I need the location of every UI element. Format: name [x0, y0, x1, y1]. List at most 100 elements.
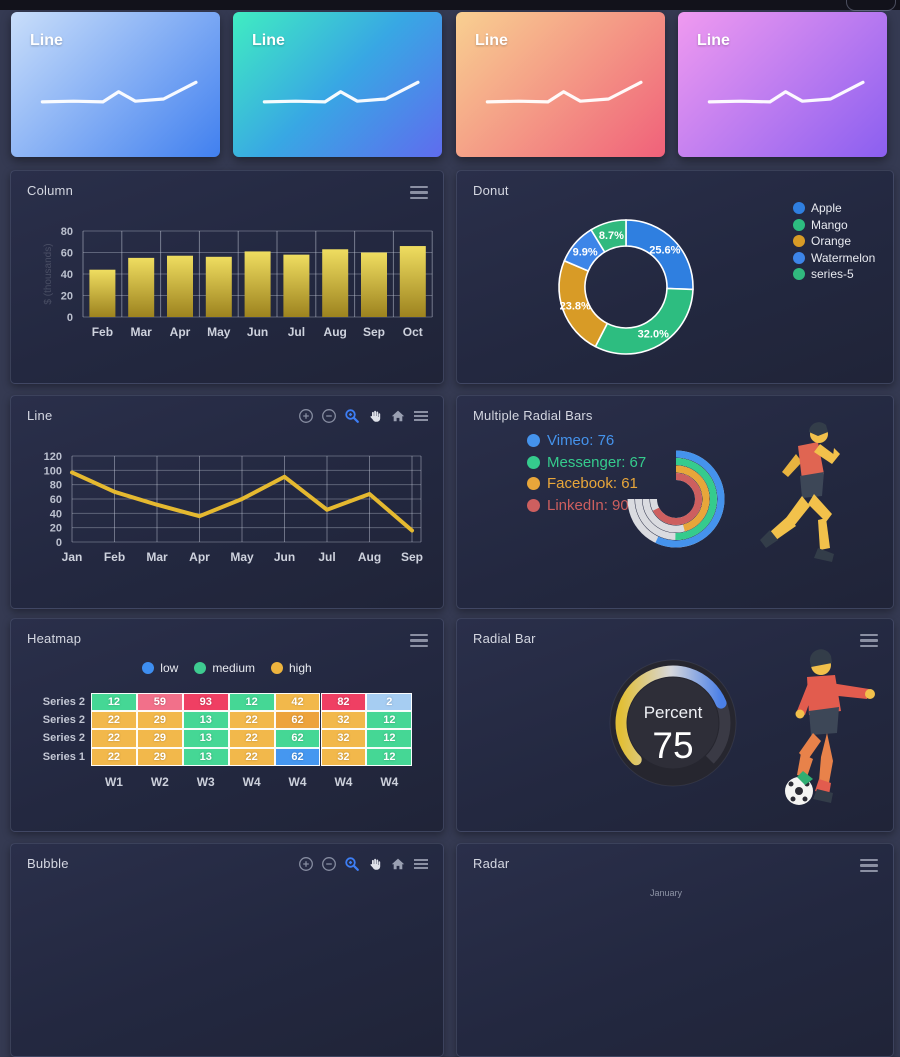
heatmap-cell[interactable]: 12 — [366, 747, 413, 766]
svg-text:80: 80 — [50, 480, 62, 492]
legend-item[interactable]: Facebook: 61 — [527, 475, 646, 492]
heatmap-cell[interactable]: 22 — [228, 729, 275, 748]
menu-icon[interactable] — [860, 634, 878, 647]
donut-slice — [594, 287, 694, 355]
footballer-illustration — [785, 649, 875, 805]
column-chart-canvas[interactable]: 0 20 40 60 80 Feb Mar Apr May Jun Jul Aug Sep Oct $ (t… — [11, 171, 443, 383]
heatmap-col-label: W4 — [380, 774, 399, 789]
sparkline-chart — [262, 80, 420, 104]
sparkline-card-3[interactable]: Line — [456, 12, 665, 157]
sparkline-card-2[interactable]: Line — [233, 12, 442, 157]
legend-item[interactable]: high — [271, 661, 312, 675]
heatmap-cell[interactable]: 29 — [136, 711, 183, 730]
svg-text:Jun: Jun — [247, 325, 268, 339]
heatmap-cell[interactable]: 12 — [366, 729, 413, 748]
heatmap-cell[interactable]: 13 — [182, 747, 229, 766]
heatmap-cell[interactable]: 22 — [228, 747, 275, 766]
sparkline-chart — [40, 80, 198, 104]
legend-item[interactable]: Mango — [793, 218, 875, 232]
heatmap-col-label: W3 — [196, 774, 215, 789]
heatmap-cell[interactable]: 62 — [274, 711, 321, 730]
menu-icon[interactable] — [410, 634, 428, 647]
heatmap-col-label: W4 — [242, 774, 261, 789]
heatmap-cell[interactable]: 29 — [136, 747, 183, 766]
zoom-in-icon[interactable] — [298, 856, 314, 872]
heatmap-cell[interactable]: 22 — [91, 747, 137, 766]
legend-marker — [527, 477, 540, 490]
menu-icon[interactable] — [410, 186, 428, 199]
svg-text:0: 0 — [67, 312, 73, 324]
heatmap-cell[interactable]: 32 — [320, 747, 367, 766]
sparkline-card-4[interactable]: Line — [678, 12, 887, 157]
pan-icon[interactable] — [367, 408, 383, 424]
zoom-out-icon[interactable] — [321, 408, 337, 424]
legend-item[interactable]: Vimeo: 76 — [527, 432, 646, 449]
menu-icon[interactable] — [413, 408, 429, 424]
heatmap-cell[interactable]: 12 — [366, 711, 413, 730]
chart-toolbar — [298, 408, 429, 424]
heatmap-cell[interactable]: 13 — [182, 711, 229, 730]
heatmap-card: Heatmap low medium high Series 2 12 59 93 12… — [10, 618, 444, 832]
legend-item[interactable]: Orange — [793, 234, 875, 248]
line-chart-card: Line 0 20 40 60 80 100 120 Jan Feb Mar Apr May Jun Ju… — [10, 395, 444, 609]
heatmap-legend: low medium high — [11, 661, 443, 675]
heatmap-cell[interactable]: 2 — [366, 693, 413, 712]
menu-icon[interactable] — [860, 859, 878, 872]
card-title: Radar — [473, 856, 510, 871]
multi-radial-canvas[interactable] — [457, 396, 757, 608]
bar — [167, 255, 193, 317]
bar — [361, 252, 387, 317]
heatmap-cell[interactable]: 62 — [274, 747, 321, 766]
legend-marker — [793, 251, 805, 264]
legend-label: Facebook: 61 — [547, 475, 638, 492]
legend-item[interactable]: LinkedIn: 90 — [527, 497, 646, 514]
heatmap-cell[interactable]: 59 — [136, 693, 183, 712]
legend-marker — [527, 498, 540, 512]
home-icon[interactable] — [390, 408, 406, 424]
gauge-canvas[interactable] — [457, 619, 893, 831]
heatmap-cell[interactable]: 13 — [182, 729, 229, 748]
heatmap-cell[interactable]: 22 — [91, 729, 137, 748]
donut-slice — [589, 219, 627, 254]
menu-icon[interactable] — [413, 856, 429, 872]
bar — [322, 249, 349, 317]
legend-item[interactable]: low — [142, 661, 178, 675]
svg-text:Apr: Apr — [170, 325, 191, 339]
svg-text:9.9%: 9.9% — [573, 247, 598, 259]
heatmap-cell[interactable]: 12 — [228, 693, 275, 712]
heatmap-cell[interactable]: 22 — [228, 711, 275, 730]
heatmap-cell[interactable]: 82 — [320, 693, 367, 712]
svg-text:0: 0 — [56, 537, 62, 549]
svg-text:Aug: Aug — [324, 325, 347, 339]
line-chart-canvas[interactable]: 0 20 40 60 80 100 120 Jan Feb Mar Apr May Jun Jul Aug S… — [11, 396, 443, 608]
donut-chart-canvas[interactable]: 25.6% 32.0% 23.8% 9.9%8.7% — [457, 171, 797, 383]
heatmap-row-label: Series 2 — [42, 714, 85, 727]
legend-item[interactable]: Apple — [793, 201, 875, 215]
heatmap-cell[interactable]: 42 — [274, 693, 321, 712]
heatmap-cell[interactable]: 22 — [91, 711, 137, 730]
topbar-button[interactable] — [846, 0, 896, 11]
heatmap-cell[interactable]: 62 — [274, 729, 321, 748]
selection-zoom-icon[interactable] — [344, 856, 360, 872]
heatmap-cell[interactable]: 12 — [91, 693, 137, 712]
home-icon[interactable] — [390, 856, 406, 872]
bar — [89, 269, 116, 317]
heatmap-cell[interactable]: 29 — [136, 729, 183, 748]
zoom-in-icon[interactable] — [298, 408, 314, 424]
selection-zoom-icon[interactable] — [344, 408, 360, 424]
heatmap-cell[interactable]: 32 — [320, 711, 367, 730]
heatmap-cell[interactable]: 93 — [182, 693, 229, 712]
legend-item[interactable]: series-5 — [793, 267, 875, 281]
svg-text:Feb: Feb — [104, 550, 125, 564]
legend-item[interactable]: Messenger: 67 — [527, 454, 646, 471]
sparkline-card-1[interactable]: Line — [11, 12, 220, 157]
legend-item[interactable]: Watermelon — [793, 251, 875, 265]
heatmap-row-label: Series 1 — [42, 750, 85, 763]
legend-item[interactable]: medium — [194, 661, 255, 675]
heatmap-cell[interactable]: 32 — [320, 729, 367, 748]
svg-text:Oct: Oct — [403, 325, 423, 339]
zoom-out-icon[interactable] — [321, 856, 337, 872]
svg-text:25.6%: 25.6% — [649, 245, 680, 257]
pan-icon[interactable] — [367, 856, 383, 872]
bubble-chart-card: Bubble — [10, 843, 444, 1057]
